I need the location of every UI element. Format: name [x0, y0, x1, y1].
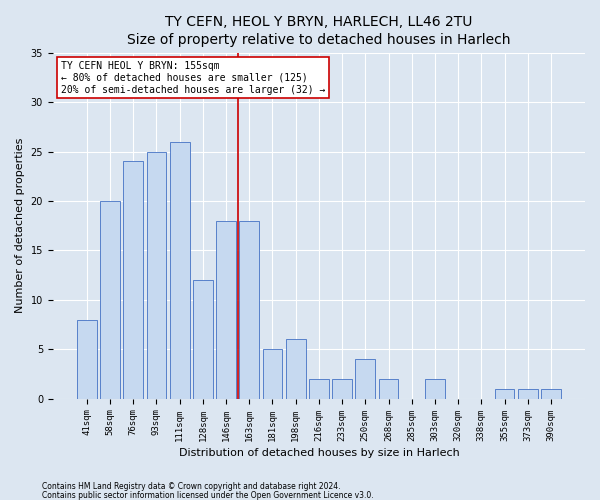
Bar: [124, 162, 143, 398]
Bar: [239, 220, 259, 398]
Bar: [216, 220, 236, 398]
Bar: [263, 349, 283, 399]
Bar: [379, 379, 398, 398]
Bar: [541, 388, 561, 398]
Y-axis label: Number of detached properties: Number of detached properties: [15, 138, 25, 314]
Bar: [332, 379, 352, 398]
Bar: [146, 152, 166, 398]
Text: Contains HM Land Registry data © Crown copyright and database right 2024.: Contains HM Land Registry data © Crown c…: [42, 482, 341, 491]
Title: TY CEFN, HEOL Y BRYN, HARLECH, LL46 2TU
Size of property relative to detached ho: TY CEFN, HEOL Y BRYN, HARLECH, LL46 2TU …: [127, 15, 511, 48]
Bar: [193, 280, 213, 398]
Text: Contains public sector information licensed under the Open Government Licence v3: Contains public sector information licen…: [42, 490, 374, 500]
X-axis label: Distribution of detached houses by size in Harlech: Distribution of detached houses by size …: [179, 448, 459, 458]
Bar: [425, 379, 445, 398]
Bar: [309, 379, 329, 398]
Bar: [286, 340, 305, 398]
Bar: [518, 388, 538, 398]
Bar: [355, 359, 375, 399]
Bar: [100, 201, 120, 398]
Text: TY CEFN HEOL Y BRYN: 155sqm
← 80% of detached houses are smaller (125)
20% of se: TY CEFN HEOL Y BRYN: 155sqm ← 80% of det…: [61, 62, 325, 94]
Bar: [77, 320, 97, 398]
Bar: [170, 142, 190, 398]
Bar: [494, 388, 514, 398]
